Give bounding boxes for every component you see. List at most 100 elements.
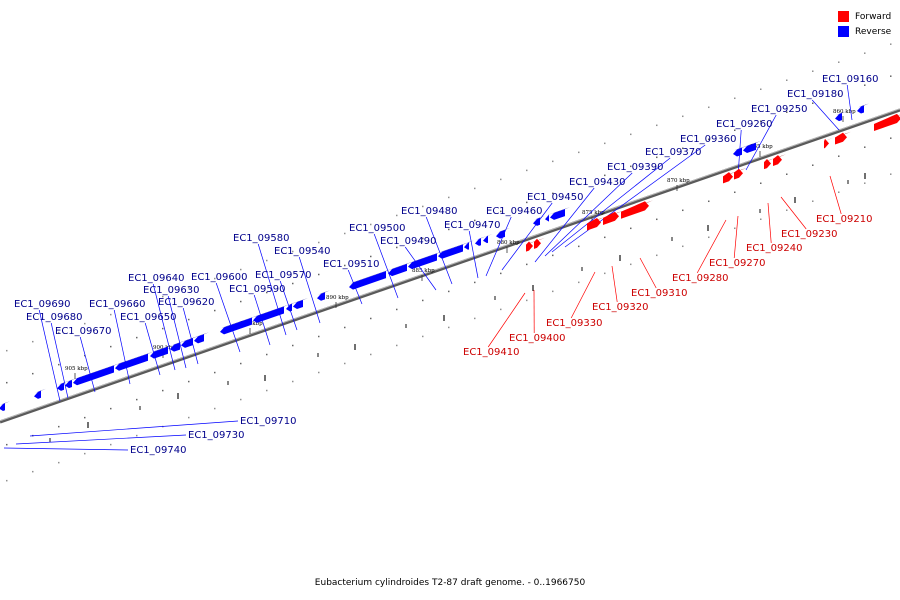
reverse-gene-label: EC1_09640 xyxy=(128,273,184,284)
forward-gene-label: EC1_09210 xyxy=(816,214,872,225)
reverse-gene-block xyxy=(483,233,493,244)
reverse-gene-label: EC1_09670 xyxy=(55,326,111,337)
reverse-gene-label: EC1_09470 xyxy=(444,220,500,231)
forward-gene-label: EC1_09270 xyxy=(709,258,765,269)
reverse-gene-label: EC1_09450 xyxy=(527,192,583,203)
legend-forward-label: Forward xyxy=(855,11,892,22)
reverse-gene-label: EC1_09630 xyxy=(143,285,199,296)
reverse-gene-block xyxy=(73,363,119,386)
reverse-gene-block xyxy=(150,344,173,359)
reverse-gene-block xyxy=(170,340,185,352)
reverse-gene-label: EC1_09620 xyxy=(158,297,214,308)
reverse-gene-label: EC1_09730 xyxy=(188,430,244,441)
reverse-gene-label: EC1_09180 xyxy=(787,89,843,100)
scale-label: 885 kbp xyxy=(412,268,435,274)
forward-gene-block xyxy=(764,158,775,170)
reverse-gene-block xyxy=(194,332,209,344)
forward-gene-block xyxy=(773,154,786,167)
reverse-gene-block xyxy=(550,207,570,220)
reverse-gene-block xyxy=(464,240,474,250)
forward-gene-block xyxy=(824,137,833,149)
legend-reverse: Reverse xyxy=(838,24,891,39)
forward-gene-block xyxy=(874,113,900,131)
forward-gene-label: EC1_09400 xyxy=(509,333,565,344)
reverse-gene-block xyxy=(115,351,153,371)
reverse-gene-block xyxy=(253,304,289,323)
scale-label: 905 kbp xyxy=(65,366,88,372)
reverse-gene-block xyxy=(733,145,747,157)
reverse-gene-label: EC1_09580 xyxy=(233,233,289,244)
reverse-gene-label: EC1_09460 xyxy=(486,206,542,217)
leader-lines xyxy=(3,84,853,451)
legend-reverse-swatch xyxy=(838,26,849,37)
genome-backbone xyxy=(0,108,900,424)
forward-gene-block xyxy=(621,200,653,219)
forward-gene-label: EC1_09330 xyxy=(546,318,602,329)
reverse-gene-label: EC1_09680 xyxy=(26,312,82,323)
reverse-gene-block xyxy=(220,315,257,335)
reverse-gene-block xyxy=(65,378,77,389)
forward-gene-label: EC1_09310 xyxy=(631,288,687,299)
reverse-gene-label: EC1_09360 xyxy=(680,134,736,145)
reverse-gene-label: EC1_09710 xyxy=(240,416,296,427)
scale-label: 880 kbp xyxy=(497,240,520,246)
reverse-gene-label: EC1_09490 xyxy=(380,236,436,247)
scale-label: 890 kbp xyxy=(326,295,349,301)
legend: Forward Reverse xyxy=(838,9,891,39)
reverse-gene-label: EC1_09660 xyxy=(89,299,145,310)
forward-gene-label: EC1_09240 xyxy=(746,243,802,254)
tick-dots xyxy=(6,43,892,482)
forward-gene-label: EC1_09320 xyxy=(592,302,648,313)
reverse-gene-block xyxy=(34,388,46,399)
legend-forward: Forward xyxy=(838,9,891,24)
scale-label: 875 kbp xyxy=(582,210,605,216)
reverse-gene-label: EC1_09370 xyxy=(645,147,701,158)
reverse-gene-label: EC1_09430 xyxy=(569,177,625,188)
forward-gene-block xyxy=(534,237,545,249)
reverse-gene-label: EC1_09160 xyxy=(822,74,878,85)
reverse-gene-label: EC1_09480 xyxy=(401,206,457,217)
reverse-gene-label: EC1_09250 xyxy=(751,104,807,115)
reverse-gene-label: EC1_09500 xyxy=(349,223,405,234)
forward-gene-block xyxy=(587,216,605,231)
reverse-gene-block xyxy=(0,401,10,411)
reverse-gene-block xyxy=(317,290,330,301)
forward-gene-block xyxy=(734,167,747,180)
reverse-gene-block xyxy=(475,236,486,246)
reverse-gene-block xyxy=(181,336,198,348)
scale-label: 870 kbp xyxy=(667,178,690,184)
reverse-gene-label: EC1_09590 xyxy=(229,284,285,295)
reverse-gene-label: EC1_09650 xyxy=(120,312,176,323)
scale-label: 865 kbp xyxy=(750,144,773,150)
reverse-gene-block xyxy=(545,212,554,222)
reverse-gene-block xyxy=(293,297,308,310)
figure-caption: Eubacterium cylindroides T2-87 draft gen… xyxy=(314,578,586,588)
forward-gene-label: EC1_09230 xyxy=(781,229,837,240)
forward-gene-block xyxy=(603,210,623,225)
reverse-gene-block xyxy=(857,103,869,114)
reverse-gene-label: EC1_09740 xyxy=(130,445,186,456)
reverse-gene-block xyxy=(438,242,468,259)
reverse-gene-block xyxy=(286,301,297,312)
gene-blocks xyxy=(0,103,900,411)
reverse-gene-block xyxy=(349,269,391,290)
legend-reverse-label: Reverse xyxy=(855,26,892,37)
reverse-gene-label: EC1_09600 xyxy=(191,272,247,283)
reverse-gene-block xyxy=(835,111,847,122)
forward-gene-block xyxy=(723,171,737,184)
forward-gene-label: EC1_09280 xyxy=(672,273,728,284)
gene-labels: EC1_09160 EC1_09180 EC1_09250 EC1_09260 EC1_… xyxy=(14,74,878,456)
reverse-gene-block xyxy=(388,261,412,277)
reverse-gene-block xyxy=(408,251,442,270)
reverse-gene-label: EC1_09540 xyxy=(274,246,330,257)
reverse-gene-block xyxy=(496,227,510,239)
reverse-gene-label: EC1_09570 xyxy=(255,270,311,281)
forward-gene-block xyxy=(526,240,537,252)
forward-gene-label: EC1_09410 xyxy=(463,347,519,358)
legend-forward-swatch xyxy=(838,11,849,22)
reverse-gene-block xyxy=(57,380,69,391)
forward-gene-block xyxy=(835,131,851,145)
reverse-gene-block xyxy=(533,215,545,226)
reverse-gene-label: EC1_09390 xyxy=(607,162,663,173)
